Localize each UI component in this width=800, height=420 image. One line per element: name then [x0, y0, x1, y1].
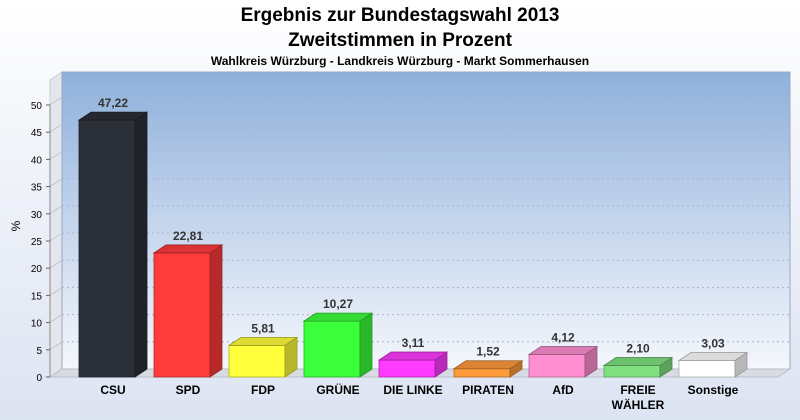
bar-spd: 22,81	[152, 229, 224, 378]
bar-front	[228, 344, 286, 378]
category-axis: CSU SPD FDP GRÜNE DIE LINKE PIRATEN AfD FREIEWÄ…	[100, 382, 738, 412]
bar-csu: 47,22	[77, 96, 149, 378]
grid-line-side	[49, 259, 63, 269]
bar-top	[152, 244, 224, 254]
bar-die-linke: 3,11	[377, 336, 449, 378]
bar-piraten: 1,52	[452, 345, 524, 378]
bar-front	[528, 354, 586, 378]
grid-line-side	[49, 178, 63, 188]
y-tick-label: 5	[36, 346, 42, 357]
y-tick-label: 0	[36, 373, 42, 384]
bar-top	[452, 360, 524, 370]
y-tick-label: 25	[31, 237, 43, 248]
y-axis: 0 5 10 15 20 25 30 35 40 45 50	[31, 101, 51, 384]
bar-front	[153, 252, 211, 378]
bar-top	[77, 111, 149, 121]
y-tick-label: 50	[31, 101, 43, 112]
grid-line-side	[49, 150, 63, 160]
bar-front	[378, 359, 436, 378]
bar-fdp: 5,81	[227, 321, 299, 378]
bar-top	[302, 312, 374, 322]
bar-top	[527, 346, 599, 355]
bar-top	[677, 352, 749, 361]
bar-value-label: 3,03	[701, 337, 725, 351]
grid-line-side	[49, 232, 63, 242]
category-label: WÄHLER	[612, 397, 665, 412]
bar-value-label: 47,22	[98, 96, 128, 110]
bar-top	[602, 357, 674, 366]
y-tick-label: 10	[31, 319, 43, 330]
bar-value-label: 2,10	[626, 342, 650, 356]
chart-title: Ergebnis zur Bundestagswahl 2013	[241, 5, 560, 26]
category-label: AfD	[552, 383, 574, 397]
y-axis-label: %	[9, 220, 23, 231]
bar-value-label: 4,12	[551, 331, 575, 345]
bar-side	[209, 244, 223, 378]
bar-front	[453, 368, 511, 378]
category-label: FDP	[251, 383, 275, 397]
bar-value-label: 10,27	[323, 297, 353, 311]
grid-line-side	[49, 314, 63, 324]
grid	[49, 96, 790, 351]
bar-value-label: 5,81	[251, 321, 275, 335]
bar-front	[303, 320, 361, 378]
bar-front	[678, 360, 736, 378]
y-tick-label: 20	[31, 264, 43, 275]
category-label: CSU	[100, 383, 125, 397]
chart-subtitle: Wahlkreis Würzburg - Landkreis Würzburg …	[211, 54, 589, 68]
y-tick-label: 35	[31, 183, 43, 194]
grid-line-side	[49, 205, 63, 215]
bar-afd: 4,12	[527, 331, 599, 378]
bar-top	[227, 336, 299, 346]
chart-title-line2: Zweitstimmen in Prozent	[288, 30, 512, 51]
y-tick-label: 15	[31, 291, 43, 302]
bar-top	[377, 351, 449, 361]
category-label: DIE LINKE	[383, 383, 442, 397]
bar-side	[359, 312, 373, 378]
y-tick-label: 30	[31, 210, 43, 221]
bar-value-label: 3,11	[402, 336, 425, 350]
grid-line-side	[49, 341, 63, 351]
bar-freie-wähler: 2,10	[602, 342, 674, 378]
bar-front	[603, 365, 661, 378]
bar-value-label: 1,52	[476, 345, 500, 359]
category-label: FREIE	[620, 383, 655, 397]
category-label: SPD	[176, 383, 201, 397]
category-label: Sonstige	[688, 383, 739, 397]
y-tick-label: 45	[31, 128, 43, 139]
bar-side	[134, 111, 148, 378]
side-wall	[49, 71, 63, 378]
y-tick-label: 40	[31, 155, 43, 166]
category-label: GRÜNE	[316, 382, 359, 397]
bar-front	[78, 119, 136, 378]
bar-grüne: 10,27	[302, 297, 374, 378]
bars: 47,22 22,81 5,81 10,27 3,11 1,52 4,12 2,10 3,03	[77, 96, 749, 378]
bar-sonstige: 3,03	[677, 337, 749, 378]
bar-value-label: 22,81	[173, 229, 203, 243]
category-label: PIRATEN	[462, 383, 514, 397]
grid-line-side	[49, 286, 63, 296]
grid-line-side	[49, 96, 63, 106]
grid-line-side	[49, 123, 63, 133]
